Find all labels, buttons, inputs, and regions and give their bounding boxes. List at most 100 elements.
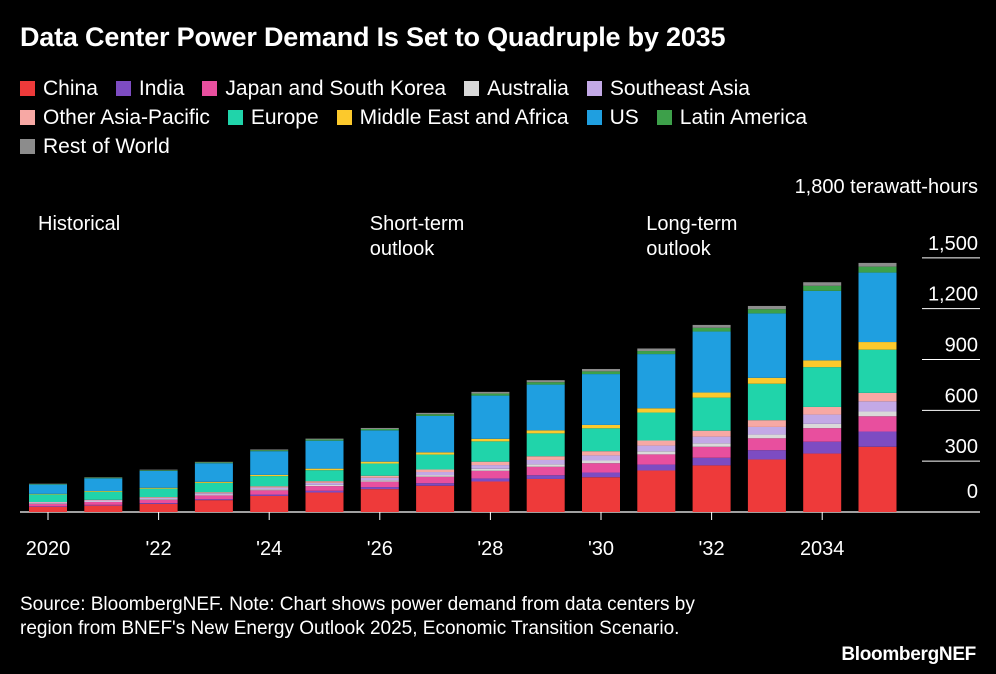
bar-segment-middle-east-and-africa — [803, 360, 842, 368]
bar-segment-us — [582, 374, 620, 425]
bar-segment-southeast-asia — [747, 426, 786, 435]
bar-segment-china — [305, 492, 344, 512]
bar-segment-china — [692, 465, 731, 512]
bar-segment-japan-and-south-korea — [526, 466, 565, 476]
bar-segment-other-asia-pacific — [84, 499, 123, 501]
bar-segment-australia — [582, 460, 620, 464]
bar-segment-rest-of-world — [526, 380, 565, 383]
bar-segment-southeast-asia — [139, 497, 178, 500]
bar-segment-us — [858, 272, 897, 343]
legend-swatch-other-apac — [20, 110, 35, 125]
period-label: Long-term — [646, 213, 737, 235]
x-tick-label: '24 — [256, 538, 282, 560]
bar-segment-rest-of-world — [360, 427, 399, 429]
bar-segment-other-asia-pacific — [692, 430, 731, 437]
bar-segment-japan-and-south-korea — [84, 502, 123, 505]
bar-segment-india — [360, 487, 399, 490]
bar-segment-europe — [637, 412, 676, 441]
bar-segment-australia — [637, 451, 676, 455]
bar-segment-southeast-asia — [692, 436, 731, 444]
bar-segment-japan-and-south-korea — [803, 428, 842, 442]
bar-segment-japan-and-south-korea — [471, 470, 510, 479]
bar-segment-us — [139, 470, 178, 488]
bar-segment-middle-east-and-africa — [194, 481, 233, 483]
bar-segment-australia — [416, 475, 455, 477]
legend-row-1: China India Japan and South Korea Austra… — [20, 74, 980, 103]
bar-segment-southeast-asia — [526, 459, 565, 465]
bar-segment-latin-america — [84, 477, 123, 479]
legend-label-latin-america: Latin America — [679, 105, 807, 129]
bar-segment-europe — [692, 397, 731, 431]
bar-segment-japan-and-south-korea — [29, 503, 67, 507]
bar-segment-australia — [360, 480, 399, 482]
bar-segment-latin-america — [416, 414, 455, 416]
bar-segment-india — [858, 431, 897, 447]
bar-segment-us — [747, 313, 786, 378]
legend-label-india: India — [138, 76, 185, 100]
bar-segment-southeast-asia — [360, 477, 399, 481]
bar-segment-china — [416, 485, 455, 512]
bar-segment-southeast-asia — [305, 482, 344, 485]
bar-segment-rest-of-world — [858, 262, 897, 267]
bar-segment-other-asia-pacific — [858, 392, 897, 402]
bar-segment-china — [526, 478, 565, 512]
bar-segment-japan-and-south-korea — [305, 486, 344, 491]
bar-segment-japan-and-south-korea — [194, 495, 233, 500]
bar-segment-middle-east-and-africa — [305, 468, 344, 471]
legend-label-southeast-asia: Southeast Asia — [609, 76, 750, 100]
bar-segment-us — [194, 463, 233, 482]
bar-segment-europe — [526, 433, 565, 457]
bar-segment-china — [250, 495, 289, 512]
bar-segment-us — [305, 440, 344, 469]
bar-segment-europe — [582, 428, 620, 452]
bar-segment-other-asia-pacific — [139, 497, 178, 498]
bar-segment-australia — [250, 489, 289, 491]
bar-segment-latin-america — [250, 450, 289, 452]
x-tick-label: '26 — [367, 538, 393, 560]
y-tick-label: 0 — [967, 481, 978, 503]
bar-segment-india — [139, 503, 178, 504]
bar-segment-australia — [526, 464, 565, 467]
bar-segment-europe — [250, 476, 289, 487]
bar-segment-europe — [360, 463, 399, 476]
x-tick-label: '30 — [588, 538, 614, 560]
bar-segment-japan-and-south-korea — [692, 446, 731, 458]
bar-segment-southeast-asia — [803, 414, 842, 424]
legend-swatch-india — [115, 81, 131, 96]
bar-segment-europe — [747, 383, 786, 421]
bar-segment-middle-east-and-africa — [747, 377, 786, 384]
bar-segment-other-asia-pacific — [526, 456, 565, 460]
legend-swatch-europe — [227, 110, 243, 125]
bar-segment-europe — [139, 488, 178, 498]
legend-swatch-latin-america — [656, 110, 672, 125]
bar-segment-other-asia-pacific — [29, 502, 67, 503]
bar-segment-southeast-asia — [29, 502, 67, 504]
bar-segment-other-asia-pacific — [360, 475, 399, 478]
bar-segment-southeast-asia — [84, 500, 123, 502]
x-tick-label: '22 — [146, 538, 172, 560]
bar-segment-other-asia-pacific — [194, 492, 233, 494]
bar-segment-middle-east-and-africa — [416, 452, 455, 455]
bar-segment-us — [360, 430, 399, 462]
bar-segment-rest-of-world — [139, 469, 178, 471]
legend-swatch-us — [586, 110, 602, 125]
bar-segment-middle-east-and-africa — [471, 438, 510, 442]
bar-segment-southeast-asia — [858, 401, 897, 412]
bar-segment-china — [471, 481, 510, 512]
legend-label-europe: Europe — [250, 105, 319, 129]
bar-segment-japan-and-south-korea — [637, 454, 676, 465]
period-label: outlook — [370, 238, 435, 260]
bar-segment-australia — [305, 484, 344, 487]
bar-segment-china — [29, 506, 67, 512]
bar-segment-middle-east-and-africa — [637, 408, 676, 413]
bar-segment-latin-america — [194, 462, 233, 464]
bar-segment-india — [526, 475, 565, 479]
y-tick-label: 600 — [945, 385, 978, 407]
bar-segment-middle-east-and-africa — [84, 490, 123, 492]
period-label: Short-term — [370, 213, 464, 235]
bar-segment-us — [29, 484, 67, 494]
y-unit-label: 1,800 terawatt-hours — [795, 176, 978, 198]
bar-segment-latin-america — [139, 470, 178, 471]
bar-segment-rest-of-world — [471, 391, 510, 394]
bar-segment-rest-of-world — [803, 282, 842, 286]
